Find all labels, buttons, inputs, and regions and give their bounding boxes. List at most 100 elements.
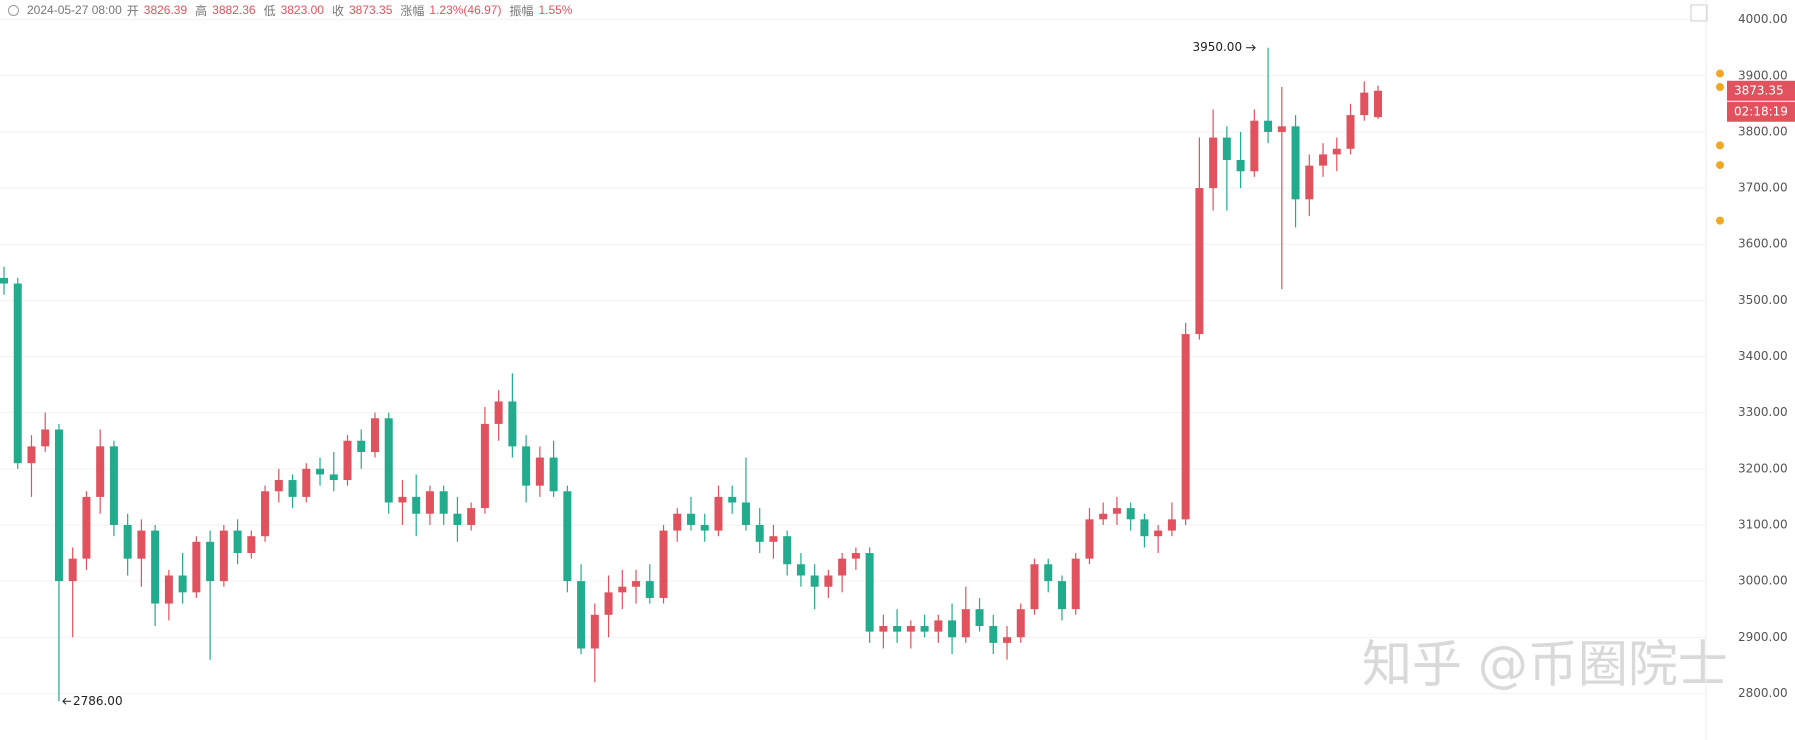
y-tick-label: 3900.00 — [1738, 68, 1788, 82]
candle-body — [151, 530, 160, 604]
candle-body — [893, 626, 902, 632]
field-label: 开 — [126, 3, 139, 18]
y-tick-label: 3800.00 — [1738, 124, 1788, 138]
candle-body — [563, 491, 572, 582]
expand-icon[interactable] — [1690, 4, 1708, 22]
candle-body — [796, 564, 805, 576]
candle-body — [1181, 334, 1190, 520]
field-label: 涨幅 — [400, 3, 425, 18]
candle-body — [879, 626, 888, 632]
y-tick-label: 3300.00 — [1738, 405, 1788, 419]
candle-body — [206, 541, 215, 582]
candle-body — [233, 530, 242, 554]
candle-body — [1332, 148, 1341, 155]
candle-body — [316, 468, 325, 475]
candle-body — [659, 530, 668, 598]
candle-body — [384, 418, 393, 503]
candle-body — [783, 536, 792, 565]
candle-body — [494, 401, 503, 424]
candle-body — [824, 575, 833, 587]
price-tag-label: 3873.35 — [1734, 83, 1784, 97]
candle-body — [1319, 154, 1328, 166]
candle-body — [1112, 508, 1121, 514]
y-tick-label: 3200.00 — [1738, 461, 1788, 475]
candle-body — [329, 474, 338, 481]
candle-body — [1003, 637, 1012, 643]
candle-body — [1250, 120, 1259, 172]
order-marker — [1716, 69, 1724, 78]
candle-body — [41, 429, 50, 447]
candle-body — [728, 496, 737, 503]
candle-body — [425, 491, 434, 514]
candle-body — [687, 513, 695, 525]
candle-body — [109, 446, 118, 525]
candle-body — [439, 491, 448, 514]
candle-body — [1085, 519, 1094, 559]
candle-body — [1374, 90, 1382, 118]
candle-body — [535, 457, 544, 486]
arrow-head — [1251, 44, 1256, 52]
candle-body — [865, 553, 874, 632]
candle-body — [577, 581, 586, 649]
candle-body — [13, 283, 22, 464]
candle-body — [590, 614, 599, 649]
candle-body — [989, 626, 998, 643]
field-label: 振幅 — [509, 3, 534, 18]
y-tick-label: 3700.00 — [1738, 181, 1788, 195]
candle-body — [1099, 513, 1108, 520]
candle-body — [1140, 519, 1149, 537]
candle-body — [906, 626, 915, 632]
candle-body — [1044, 564, 1053, 582]
y-tick-label: 3000.00 — [1738, 574, 1788, 588]
candle-body — [1016, 609, 1025, 638]
field-value: 3882.36 — [212, 3, 256, 17]
candle-body — [604, 592, 613, 615]
candle-body — [920, 626, 929, 632]
candle-body — [274, 480, 283, 492]
field-label: 低 — [263, 3, 276, 18]
field-value: 1.55% — [538, 3, 573, 17]
candle-body — [1057, 581, 1066, 610]
field-value: 3823.00 — [280, 3, 324, 17]
candle-body — [508, 401, 517, 447]
candle-body — [549, 457, 558, 492]
y-tick-label: 2900.00 — [1738, 630, 1788, 644]
candle-body — [412, 496, 421, 514]
candle-body — [934, 620, 943, 632]
candle-body — [1264, 120, 1273, 132]
candle-body — [192, 541, 201, 593]
candle-body — [1236, 160, 1245, 172]
candle-body — [27, 446, 36, 464]
candle-body — [975, 609, 984, 627]
y-tick-label: 4000.00 — [1738, 12, 1788, 26]
candle-body — [673, 513, 682, 531]
price-tag — [1727, 80, 1795, 101]
candle-body — [1346, 115, 1355, 149]
candle-body — [68, 558, 77, 582]
max-label: 3950.00 — [1192, 40, 1242, 54]
candle-body — [838, 558, 847, 576]
y-tick-label: 3500.00 — [1738, 293, 1788, 307]
candle-body — [467, 508, 476, 525]
candle-body — [522, 446, 531, 486]
candle-body — [1167, 519, 1176, 531]
candle-body — [961, 609, 970, 638]
collapse-icon[interactable] — [8, 4, 19, 16]
candle-body — [54, 429, 63, 582]
candle-body — [82, 496, 91, 559]
candle-body — [1305, 165, 1314, 200]
watermark: 知乎 @币圈院士 — [1362, 636, 1728, 694]
candle-body — [370, 418, 379, 452]
candle-body — [96, 446, 105, 497]
order-marker — [1716, 141, 1724, 150]
candle-body — [741, 502, 750, 525]
candle-body — [1126, 508, 1135, 520]
countdown-tag — [1727, 101, 1795, 122]
candle-body — [714, 496, 723, 531]
candle-body — [700, 524, 709, 531]
field-value: 3826.39 — [143, 3, 188, 17]
field-label: 收 — [331, 3, 344, 18]
candle-body — [755, 524, 764, 542]
